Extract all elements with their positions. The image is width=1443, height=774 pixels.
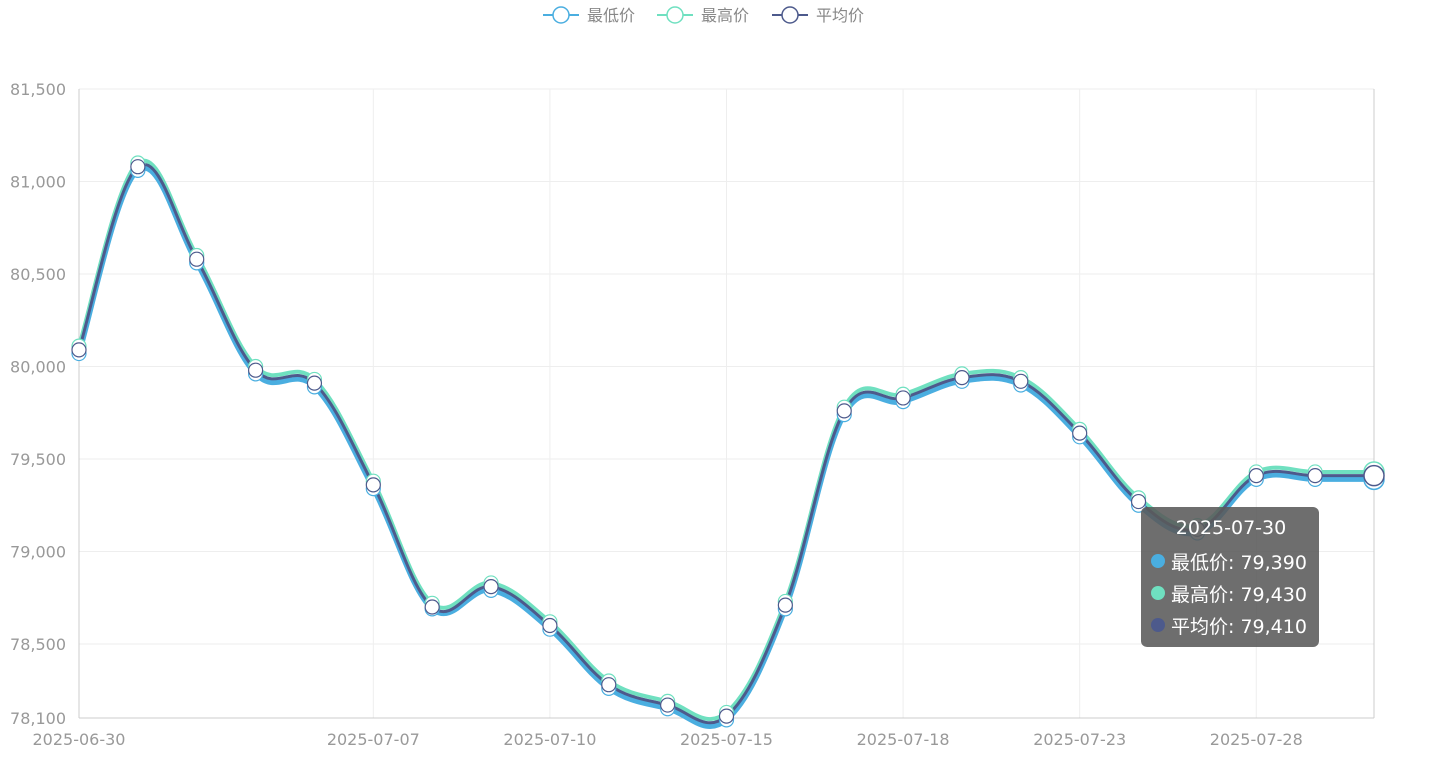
data-point: [1248, 468, 1264, 484]
tooltip-text-avg: 平均价: 79,410: [1171, 615, 1307, 638]
y-tick-label: 79,500: [10, 450, 66, 469]
data-point: [130, 159, 146, 175]
legend-marker-0: [552, 6, 570, 24]
y-tick-label: 78,500: [10, 635, 66, 654]
series-points: [71, 155, 1385, 728]
data-point: [1130, 493, 1147, 510]
x-tick-label: 2025-07-15: [680, 730, 773, 749]
tooltip-dot-high: [1151, 586, 1165, 600]
tooltip-date: 2025-07-30: [1175, 517, 1287, 539]
x-tick-label: 2025-06-30: [33, 730, 126, 749]
tooltip: 2025-07-30 最低价: 79,390 最高价: 79,430 平均价: …: [1141, 507, 1319, 647]
x-tick-label: 2025-07-10: [503, 730, 596, 749]
y-tick-label: 78,100: [10, 709, 66, 728]
x-tick-label: 2025-07-23: [1033, 730, 1126, 749]
y-axis-ticks: 78,100 78,500 79,000 79,500 80,000 80,500 81,0…: [10, 80, 66, 728]
legend-label-1: 最高价: [701, 6, 749, 25]
data-point: [1072, 425, 1088, 441]
y-tick-label: 81,500: [10, 80, 66, 99]
data-point: [777, 597, 793, 613]
tooltip-row-avg: 平均价: 79,410: [1151, 609, 1311, 641]
x-tick-label: 2025-07-28: [1210, 730, 1303, 749]
tooltip-dot-low: [1151, 554, 1165, 568]
tooltip-text-high: 最高价: 79,430: [1171, 583, 1307, 606]
data-point: [424, 599, 440, 615]
tooltip-row-low: 最低价: 79,390: [1151, 545, 1311, 577]
data-point: [1363, 464, 1385, 487]
data-point: [542, 617, 558, 634]
data-point: [660, 697, 676, 713]
data-point: [71, 342, 87, 358]
legend-marker-2: [781, 6, 799, 24]
tooltip-dot-avg: [1151, 618, 1165, 632]
x-tick-label: 2025-07-18: [857, 730, 950, 749]
data-point: [1013, 373, 1029, 389]
data-point: [895, 390, 911, 406]
data-point: [306, 375, 323, 391]
data-point: [365, 477, 381, 493]
legend: 最低价 最高价 平均价: [543, 6, 864, 25]
data-point: [836, 403, 852, 419]
legend-label-2: 平均价: [816, 6, 864, 25]
tooltip-row-high: 最高价: 79,430: [1151, 577, 1311, 609]
tooltip-text-low: 最低价: 79,390: [1171, 551, 1307, 574]
data-point: [247, 362, 264, 378]
x-axis-ticks: 2025-06-30 2025-07-07 2025-07-10 2025-07-15…: [33, 730, 1303, 749]
data-point: [189, 251, 205, 267]
data-point: [483, 579, 499, 595]
legend-marker-1: [666, 6, 684, 24]
data-point: [718, 708, 735, 724]
y-tick-label: 81,000: [10, 173, 66, 192]
y-tick-label: 80,500: [10, 265, 66, 284]
data-point: [954, 370, 970, 386]
y-tick-label: 79,000: [10, 543, 66, 562]
data-point: [1307, 468, 1323, 484]
x-tick-label: 2025-07-07: [327, 730, 420, 749]
y-tick-label: 80,000: [10, 358, 66, 377]
data-point: [601, 677, 617, 693]
legend-label-0: 最低价: [587, 6, 635, 25]
